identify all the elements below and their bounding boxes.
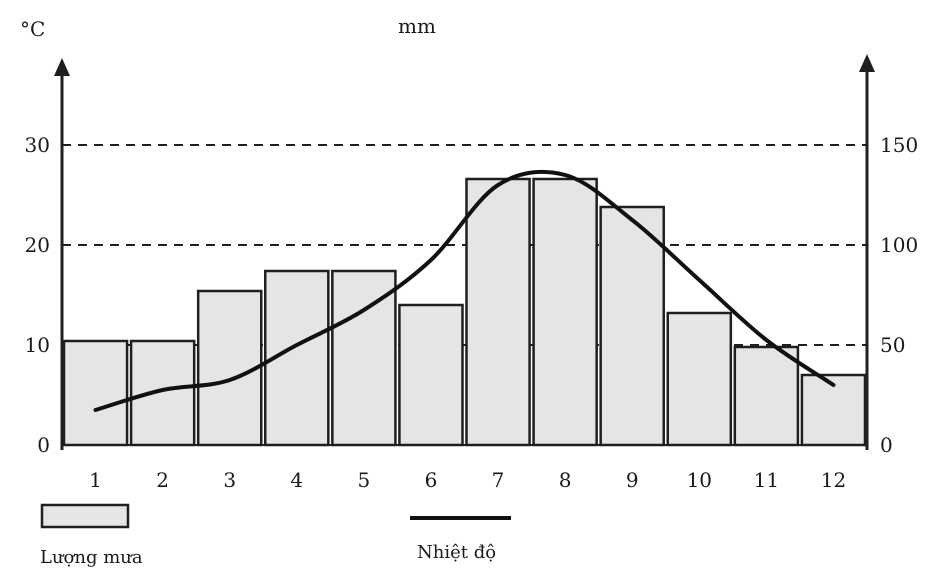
x-tick-8: 8 xyxy=(559,468,572,492)
left-axis-unit: °C xyxy=(20,17,45,41)
x-tick-2: 2 xyxy=(156,468,169,492)
right-tick-50: 50 xyxy=(880,333,905,357)
bar-month-2 xyxy=(129,339,196,447)
bar-month-5 xyxy=(331,269,397,447)
right-tick-0: 0 xyxy=(880,433,893,457)
x-tick-4: 4 xyxy=(290,468,303,492)
bar-month-3 xyxy=(196,289,263,447)
left-tick-20: 20 xyxy=(25,233,50,257)
bar-month-9 xyxy=(599,205,666,447)
rainfall-bars xyxy=(62,177,867,447)
bar-month-6 xyxy=(398,303,464,447)
legend-temperature-label: Nhiệt độ xyxy=(417,542,496,563)
x-tick-5: 5 xyxy=(358,468,371,492)
x-tick-7: 7 xyxy=(492,468,505,492)
right-tick-100: 100 xyxy=(880,233,918,257)
left-tick-0: 0 xyxy=(37,433,50,457)
x-tick-11: 11 xyxy=(754,468,779,492)
legend-rainfall-swatch xyxy=(40,503,130,529)
x-tick-3: 3 xyxy=(223,468,236,492)
x-tick-10: 10 xyxy=(687,468,712,492)
bar-month-7 xyxy=(465,177,531,447)
left-axis-arrow-icon xyxy=(54,58,70,76)
x-tick-12: 12 xyxy=(821,468,846,492)
right-tick-150: 150 xyxy=(880,133,918,157)
x-tick-9: 9 xyxy=(626,468,639,492)
x-tick-6: 6 xyxy=(425,468,438,492)
x-tick-1: 1 xyxy=(89,468,102,492)
gridlines xyxy=(62,144,867,346)
bar-month-8 xyxy=(532,177,598,447)
right-axis-arrow-icon xyxy=(859,54,875,72)
right-axis-unit: mm xyxy=(398,14,436,38)
left-tick-30: 30 xyxy=(25,133,50,157)
bar-month-1 xyxy=(62,339,129,447)
temperature-line xyxy=(93,169,836,412)
bar-month-10 xyxy=(666,311,733,447)
bar-month-11 xyxy=(733,345,800,447)
left-tick-10: 10 xyxy=(25,333,50,357)
legend-rainfall-label: Lượng mưa xyxy=(40,547,143,568)
